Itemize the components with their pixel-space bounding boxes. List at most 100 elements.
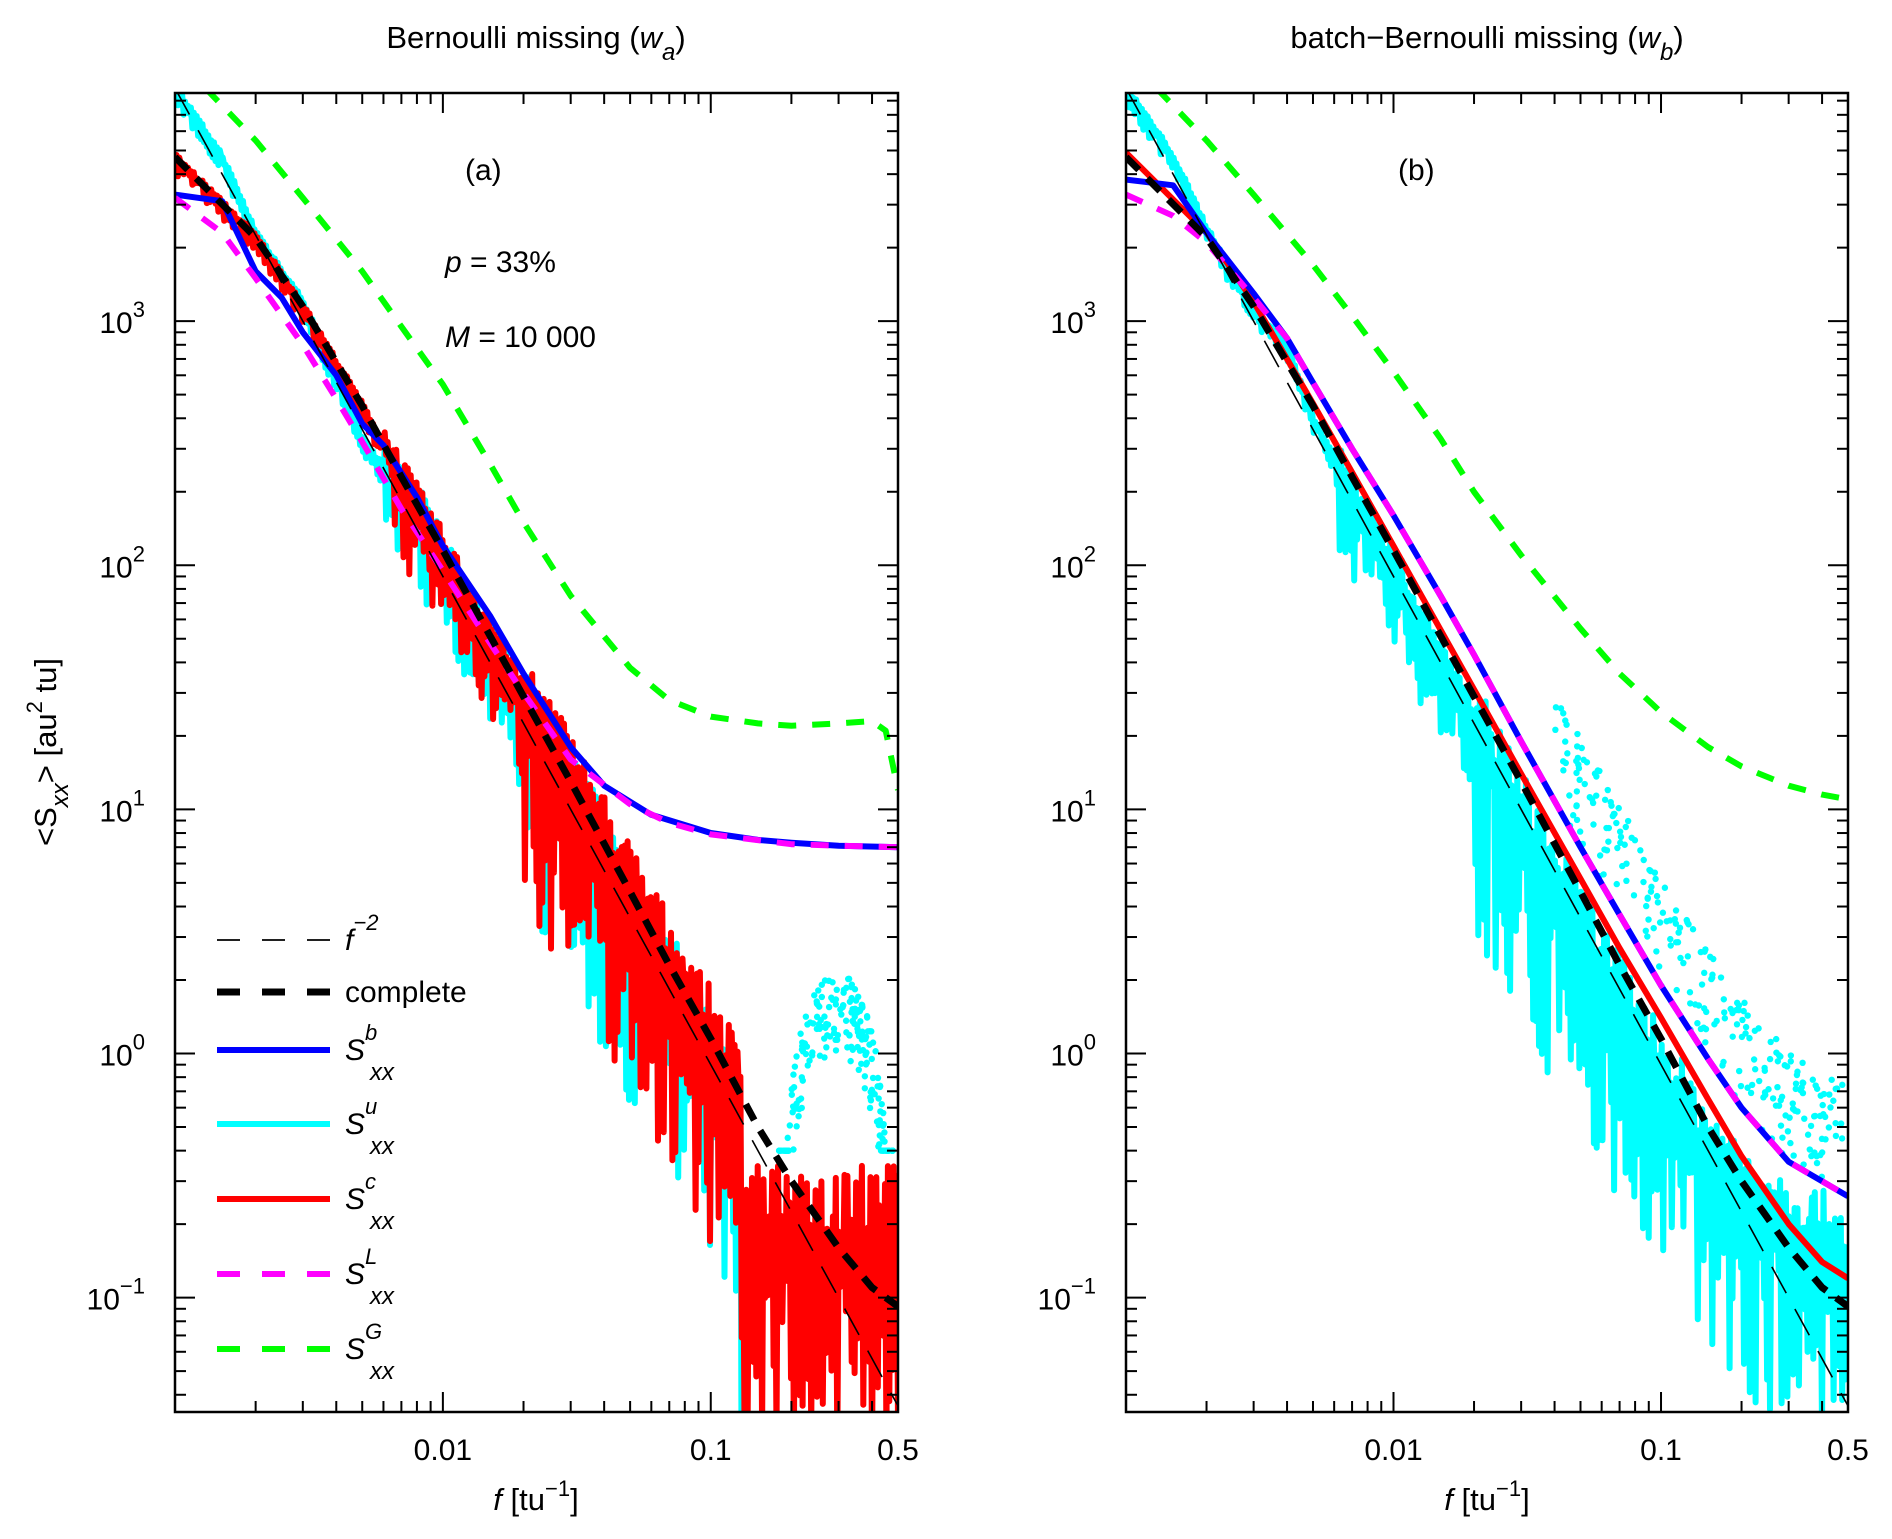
scatter-point	[849, 1017, 856, 1025]
scatter-point	[1573, 816, 1581, 824]
scatter-point	[1557, 705, 1565, 712]
y-tick-label: 100	[99, 1030, 145, 1073]
scatter-point	[1747, 1089, 1755, 1097]
scatter-point	[838, 1011, 845, 1018]
scatter-point	[1575, 761, 1582, 768]
scatter-point	[1827, 1104, 1834, 1111]
scatter-point	[1694, 1019, 1701, 1027]
y-tick-label: 100	[1050, 1030, 1096, 1073]
scatter-point	[1698, 981, 1706, 988]
scatter-point	[1762, 1091, 1769, 1099]
scatter-point	[1675, 929, 1682, 936]
panel-a-title: Bernoulli missing (wa)	[386, 20, 685, 66]
scatter-point	[1673, 986, 1680, 994]
scatter-point	[792, 1105, 799, 1112]
scatter-point	[815, 987, 822, 994]
scatter-point	[1630, 892, 1638, 899]
y-axis-label: <Sxx> [au2 tu]	[22, 658, 74, 846]
scatter-point	[866, 1104, 874, 1112]
panel-a-frame	[173, 91, 900, 1414]
series-b-S-xx-u	[1126, 93, 1848, 1412]
scatter-point	[1810, 1113, 1818, 1120]
scatter-point	[1652, 875, 1659, 883]
scatter-point	[833, 986, 840, 994]
legend-label: Su xx	[345, 1094, 395, 1160]
series-a-complete	[175, 154, 898, 1310]
scatter-point	[1643, 902, 1650, 910]
scatter-point	[1825, 1124, 1833, 1131]
scatter-point	[813, 1013, 821, 1021]
scatter-point	[1799, 1079, 1806, 1086]
scatter-point	[1685, 921, 1692, 928]
x-axis-label-b: f [tu−1]	[1444, 1476, 1529, 1517]
scatter-point	[1742, 1023, 1750, 1031]
scatter-point	[1789, 1100, 1796, 1107]
scatter-point	[846, 998, 854, 1005]
scatter-point	[804, 1062, 811, 1069]
legend-label: complete	[345, 976, 467, 1009]
scatter-point	[1677, 954, 1684, 962]
scatter-point	[1573, 788, 1581, 795]
scatter-point	[1646, 866, 1653, 874]
scatter-point	[1735, 1067, 1743, 1075]
scatter-point	[1613, 819, 1620, 827]
scatter-point	[1741, 999, 1748, 1007]
scatter-point	[862, 1033, 870, 1041]
y-tick-label: 102	[1050, 541, 1096, 584]
scatter-point	[1750, 1056, 1758, 1063]
scatter-point	[791, 1063, 799, 1070]
scatter-point	[813, 1000, 821, 1007]
scatter-point	[842, 1017, 850, 1024]
scatter-point	[1656, 919, 1664, 926]
legend-label: Sc xx	[345, 1169, 395, 1235]
scatter-point	[1654, 899, 1662, 906]
scatter-point	[1807, 1122, 1815, 1130]
scatter-point	[821, 977, 829, 984]
panel-b-title: batch−Bernoulli missing (wb)	[1290, 20, 1683, 66]
scatter-point	[1637, 847, 1644, 854]
scatter-point	[1781, 1062, 1788, 1069]
series-a-f-2	[176, 93, 898, 1407]
legend-item-G: SG xx	[217, 1319, 395, 1385]
scatter-point	[1738, 1033, 1746, 1041]
scatter-point	[821, 1054, 828, 1061]
scatter-point	[1733, 1021, 1741, 1028]
scatter-point	[1766, 1055, 1774, 1063]
scatter-point	[1610, 810, 1618, 818]
scatter-point	[863, 1059, 870, 1067]
x-axis-label-a: f [tu−1]	[493, 1476, 578, 1517]
legend-item-L: SL xx	[217, 1244, 395, 1310]
annotation-m: M = 10 000	[445, 321, 596, 354]
scatter-point	[847, 1057, 854, 1065]
scatter-point	[1799, 1059, 1806, 1067]
scatter-point	[809, 1049, 816, 1056]
scatter-point	[1751, 1066, 1759, 1073]
legend: f−2 complete Sb xx Su xx Sc xx SL xx SG xx	[217, 910, 467, 1385]
scatter-point	[829, 979, 836, 986]
scatter-a	[775, 975, 897, 1154]
scatter-point	[1748, 1081, 1756, 1089]
scatter-point	[1552, 704, 1560, 711]
scatter-point	[1653, 948, 1660, 955]
scatter-point	[1640, 856, 1647, 864]
y-tick-label: 101	[99, 785, 145, 828]
scatter-point	[858, 1001, 866, 1009]
scatter-point	[823, 1020, 830, 1028]
scatter-point	[873, 1118, 881, 1125]
scatter-point	[857, 1018, 864, 1025]
scatter-point	[1667, 935, 1674, 943]
y-tick-label: 103	[99, 297, 145, 340]
scatter-point	[867, 1097, 875, 1104]
y-tick-label: 10−1	[87, 1274, 145, 1317]
scatter-point	[806, 1057, 813, 1064]
x-tick-label: 0.5	[877, 1434, 919, 1467]
scatter-point	[1623, 877, 1630, 885]
scatter-point	[1607, 798, 1614, 806]
legend-item-c: Sc xx	[217, 1169, 395, 1235]
scatter-point	[872, 1048, 879, 1055]
scatter-point	[1645, 916, 1652, 923]
scatter-point	[862, 1051, 869, 1059]
scatter-point	[1586, 793, 1594, 801]
scatter-point	[1631, 837, 1639, 844]
scatter-point	[802, 1013, 810, 1020]
